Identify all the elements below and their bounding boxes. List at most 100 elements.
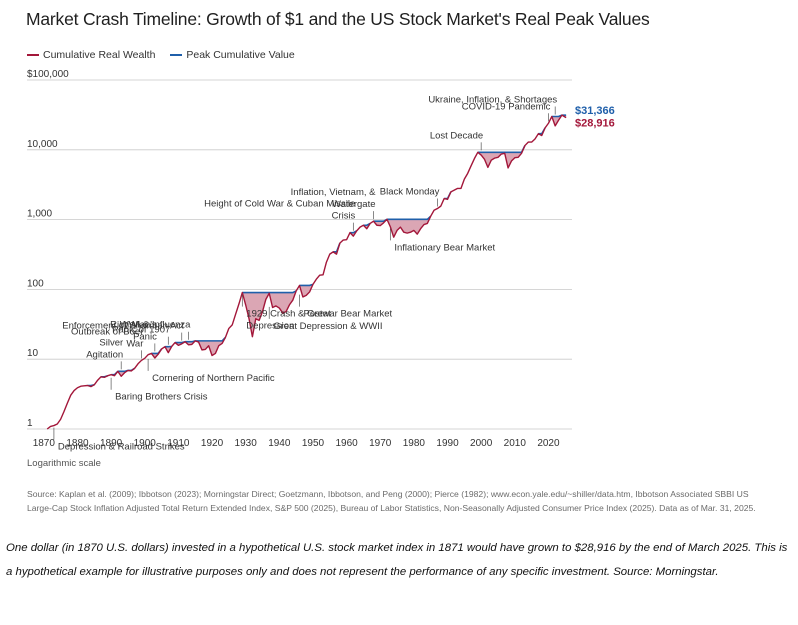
annotation-label-3-line-1: Agitation (86, 349, 123, 360)
y-tick-label-0: 1 (27, 418, 33, 429)
annotation-labels: Depression & Railroad Strikes Baring Brot… (58, 94, 558, 452)
peak-line-segment-9 (195, 336, 227, 342)
annotation-label-4-line-1: War (126, 338, 143, 349)
annotation-label-12-line-1: Crisis (332, 211, 356, 222)
annotation-label-5: Rich Man's Panic (110, 319, 157, 342)
x-tick-label-5: 1920 (201, 438, 224, 449)
annotation-label-12-line-0: Height of Cold War & Cuban Missile (204, 199, 355, 210)
legend-label-wealth: Cumulative Real Wealth (43, 49, 156, 61)
annotation-label-14-line-0: Inflationary Bear Market (394, 242, 495, 253)
x-tick-label-15: 2020 (537, 438, 560, 449)
peak-line-segment-10 (242, 290, 297, 294)
annotation-label-9-line-1: Depression (246, 321, 294, 332)
annotation-label-7-line-0: Enforcement of Sherman Act (62, 321, 184, 332)
annotation-label-13-line-0: Inflation, Vietnam, & (291, 187, 377, 198)
y-tick-label-1: 10 (27, 348, 39, 359)
annotation-label-11: Postwar Bear Market (304, 309, 393, 320)
x-tick-label-6: 1930 (235, 438, 258, 449)
annotation-label-5-line-0: Rich Man's (110, 319, 157, 330)
y-tick-label-2: 100 (27, 278, 44, 289)
peak-line-segment-16 (386, 215, 432, 221)
annotation-label-1-line-0: Baring Brothers Crisis (115, 392, 208, 403)
annotation-label-14: Inflationary Bear Market (394, 242, 495, 253)
annotation-label-4-line-0: Outbreak of Boer (71, 326, 143, 337)
peak-line-segment-11 (299, 283, 314, 287)
annotation-label-18-line-0: Ukraine, Inflation, & Shortages (428, 94, 557, 105)
peak-line-segment-18 (477, 145, 526, 154)
annotation-label-4: Outbreak of Boer War (71, 326, 143, 349)
annotation-label-7: Enforcement of Sherman Act (62, 321, 184, 332)
x-tick-label-13: 2000 (470, 438, 493, 449)
annotation-label-10-line-0: Great Depression & WWII (273, 321, 382, 332)
x-tick-label-10: 1970 (369, 438, 392, 449)
axis-note: Logarithmic scale (27, 458, 101, 469)
annotation-label-9: 1929 Crash & Great Depression (246, 309, 331, 332)
chart-legend: Cumulative Real Wealth Peak Cumulative V… (27, 47, 307, 61)
drawdown-area-6 (164, 346, 172, 353)
y-axis-tick-labels: 1 10 100 1,000 10,000 $100,000 (27, 69, 69, 429)
annotation-label-6: Panic of 1907 (112, 325, 170, 336)
drawdown-area-9 (195, 337, 226, 356)
annotation-label-8: WWI & Influenza (120, 320, 191, 331)
x-tick-label-7: 1940 (268, 438, 291, 449)
x-tick-label-8: 1950 (302, 438, 325, 449)
annotation-label-16-line-0: Lost Decade (430, 130, 483, 141)
annotation-label-3-line-0: Silver (99, 337, 123, 348)
peak-line-segment-15 (373, 218, 388, 222)
annotation-label-10: Great Depression & WWII (273, 321, 382, 332)
x-tick-label-11: 1980 (403, 438, 426, 449)
x-tick-label-3: 1900 (134, 438, 157, 449)
annotation-label-8-line-0: WWI & Influenza (120, 320, 191, 331)
annotation-label-11-line-0: Postwar Bear Market (304, 309, 393, 320)
legend-label-peak: Peak Cumulative Value (186, 49, 295, 61)
drawdown-area-11 (299, 284, 313, 297)
legend-swatch-peak (170, 54, 183, 56)
end-value-labels: $31,366$28,916 (575, 105, 615, 129)
annotation-label-1: Baring Brothers Crisis (115, 392, 208, 403)
annotation-label-13: Inflation, Vietnam, & Watergate (291, 187, 377, 210)
x-tick-label-0: 1870 (33, 438, 56, 449)
annotation-label-3: Silver Agitation (86, 337, 123, 360)
end-label-1: $28,916 (575, 118, 615, 130)
drawdown-area-16 (386, 216, 431, 238)
wealth-line-path (46, 114, 567, 430)
annotation-label-15-line-0: Black Monday (380, 187, 440, 198)
figure-caption: One dollar (in 1870 U.S. dollars) invest… (6, 542, 788, 578)
drawdown-area-10 (242, 290, 297, 337)
annotation-label-0-line-0: Depression & Railroad Strikes (58, 442, 185, 453)
annotation-label-17: COVID-19 Pandemic (462, 101, 551, 112)
x-tick-label-14: 2010 (504, 438, 527, 449)
x-tick-label-2: 1890 (100, 438, 123, 449)
x-tick-label-9: 1960 (335, 438, 358, 449)
annotation-label-12: Height of Cold War & Cuban Missile Crisis (204, 199, 355, 222)
annotation-label-18: Ukraine, Inflation, & Shortages (428, 94, 557, 105)
annotation-label-9-line-0: 1929 Crash & Great (246, 309, 331, 320)
annotation-label-16: Lost Decade (430, 130, 483, 141)
source-note: Source: Kaplan et al. (2009); Ibbotson (… (27, 489, 756, 513)
annotation-label-5-line-1: Panic (133, 331, 157, 342)
peak-line-segment-8 (185, 340, 196, 343)
wealth-line (46, 114, 567, 430)
legend-item-peak: Peak Cumulative Value (170, 49, 295, 61)
annotation-label-6-line-0: Panic of 1907 (112, 325, 170, 336)
annotation-label-15: Black Monday (380, 187, 440, 198)
annotation-label-0: Depression & Railroad Strikes (58, 442, 185, 453)
drawdown-area-15 (373, 219, 387, 226)
annotation-label-2-line-0: Cornering of Northern Pacific (152, 373, 275, 384)
legend-swatch-wealth (27, 54, 39, 56)
y-tick-label-4: 10,000 (27, 139, 58, 150)
y-tick-label-3: 1,000 (27, 209, 52, 220)
market-crash-chart: 1 10 100 1,000 10,000 $100,000 1870 1880 1890 19… (27, 69, 615, 469)
peak-line-segment-20 (551, 114, 563, 118)
x-axis-tick-labels: 1870 1880 1890 1900 1910 1920 1930 1940 1950 1960… (33, 438, 560, 449)
chart-title: Market Crash Timeline: Growth of $1 and … (26, 9, 650, 29)
chart-gridlines (27, 79, 572, 430)
annotation-label-2: Cornering of Northern Pacific (152, 373, 275, 384)
annotation-label-17-line-0: COVID-19 Pandemic (462, 101, 551, 112)
legend-item-wealth: Cumulative Real Wealth (27, 49, 155, 61)
x-tick-label-1: 1880 (66, 438, 89, 449)
annotation-label-13-line-1: Watergate (332, 199, 375, 210)
x-tick-label-12: 1990 (436, 438, 459, 449)
annotation-leaders (53, 106, 556, 440)
y-tick-label-5: $100,000 (27, 69, 69, 80)
